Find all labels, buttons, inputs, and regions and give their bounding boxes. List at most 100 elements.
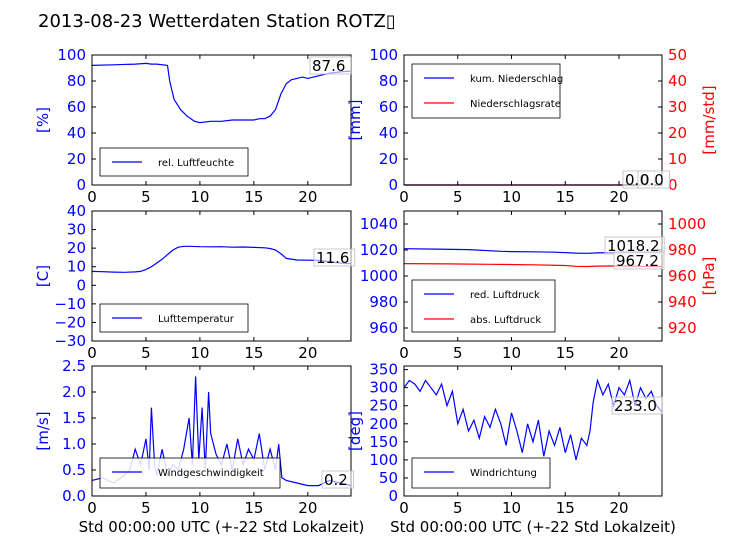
- x-tick-label: 10: [190, 188, 209, 206]
- x-tick-label: 5: [141, 499, 151, 517]
- plot-frame: [403, 365, 663, 497]
- x-tick-label: 0: [399, 499, 409, 517]
- x-tick-label: 10: [502, 344, 521, 362]
- y-axis-label: [mm]: [346, 100, 364, 141]
- value-annotation-text: 1018.2: [607, 237, 660, 255]
- value-annotation-box: [637, 170, 671, 189]
- value-annotation-text: 0.2: [324, 471, 348, 489]
- y-tick-label: 1.5: [62, 409, 86, 427]
- x-axis-label: Std 00:00:00 UTC (+-22 Std Lokalzeit): [390, 518, 676, 536]
- value-annotation-box: [321, 470, 355, 489]
- y-tick-label: 80: [67, 72, 86, 90]
- y-tick-label: 300: [369, 379, 398, 397]
- y-tick-label: 0.0: [62, 487, 86, 505]
- x-tick-label: 10: [502, 188, 521, 206]
- series-line-1: [403, 378, 663, 461]
- y-tick-label: 1040: [360, 215, 398, 233]
- legend-label: Windrichtung: [470, 468, 537, 479]
- legend-frame: [411, 63, 561, 119]
- y2-axis-label: [mm/std]: [700, 85, 718, 154]
- y-tick-label: 200: [369, 415, 398, 433]
- value-annotation-text: 233.0: [614, 397, 657, 415]
- y-tick-label: 20: [67, 150, 86, 168]
- x-tick-label: 0: [87, 344, 97, 362]
- legend-label: Lufttemperatur: [158, 314, 235, 325]
- legend-frame: [411, 279, 556, 333]
- legend: Lufttemperatur: [99, 303, 249, 333]
- legend: rel. Luftfeuchte: [99, 147, 249, 177]
- x-axis-label: Std 00:00:00 UTC (+-22 Std Lokalzeit): [79, 518, 365, 536]
- y-tick-label: 2.5: [62, 357, 86, 375]
- value-annotation-box: [611, 396, 663, 415]
- legend: Windgeschwindigkeit: [99, 457, 281, 489]
- y-tick-label: −30: [54, 332, 86, 350]
- chart-panel-5: 0 5 10 15 20 0.0 0.5 1.0 1.5 2.0 2.5 [m/s] Std 00:00…: [34, 357, 364, 536]
- x-tick-label: 0: [399, 344, 409, 362]
- y2-tick-label: 40: [668, 72, 687, 90]
- y-tick-label: 0.5: [62, 461, 86, 479]
- series-line-1: [91, 245, 352, 273]
- y2-tick-label: 1000: [668, 215, 706, 233]
- y-axis-label: [C]: [34, 265, 52, 287]
- value-annotation: 967.2: [613, 251, 665, 270]
- chart-panel-2: 0 5 10 15 20 0 20 40 60 80 100 0 10 20 30 40 50 [mm] [mm/s…: [346, 46, 718, 206]
- y-tick-label: 2.0: [62, 383, 86, 401]
- legend-label: Niederschlagsrate: [470, 99, 561, 110]
- y2-tick-label: 960: [668, 267, 697, 285]
- y-tick-label: 60: [379, 98, 398, 116]
- y-tick-label: 960: [369, 319, 398, 337]
- y-tick-label: 350: [369, 361, 398, 379]
- value-annotation: 0.2: [321, 470, 355, 489]
- legend-frame: [99, 457, 281, 489]
- y-axis-label: [deg]: [346, 411, 364, 451]
- value-annotation-box: [309, 56, 352, 75]
- y-tick-label: 100: [369, 451, 398, 469]
- x-tick-label: 20: [609, 499, 628, 517]
- y-tick-label: 100: [369, 46, 398, 64]
- legend-label: rel. Luftfeuchte: [158, 158, 234, 169]
- y-axis-label: [%]: [34, 107, 52, 133]
- y-tick-label: −10: [54, 295, 86, 313]
- y2-tick-label: 20: [668, 124, 687, 142]
- chart-panel-1: 0 5 10 15 20 0 20 40 60 80 100 [%] rel. Luftfeuchte 8…: [34, 46, 352, 206]
- y-tick-label: −20: [54, 313, 86, 331]
- legend: kum. Niederschlag Niederschlagsrate: [411, 63, 563, 119]
- y2-tick-label: 30: [668, 98, 687, 116]
- y-tick-label: 0: [388, 487, 398, 505]
- x-tick-label: 5: [141, 188, 151, 206]
- x-tick-label: 15: [244, 188, 263, 206]
- y-tick-label: 250: [369, 397, 398, 415]
- value-annotation-text: 967.2: [616, 252, 659, 270]
- x-tick-label: 5: [453, 344, 463, 362]
- y-tick-label: 50: [379, 469, 398, 487]
- y-tick-label: 40: [67, 124, 86, 142]
- y-tick-label: 0: [76, 276, 86, 294]
- x-tick-label: 10: [502, 499, 521, 517]
- y2-tick-label: 920: [668, 319, 697, 337]
- y-tick-label: 150: [369, 433, 398, 451]
- legend-label: kum. Niederschlag: [470, 74, 563, 85]
- y-tick-label: 0: [388, 176, 398, 194]
- y-tick-label: 20: [67, 239, 86, 257]
- series-line-1: [91, 62, 352, 124]
- value-annotation-box: [313, 248, 356, 267]
- y2-tick-label: 50: [668, 46, 687, 64]
- plot-frame: [91, 365, 352, 497]
- x-tick-label: 5: [453, 499, 463, 517]
- y-tick-label: 1000: [360, 267, 398, 285]
- legend-frame: [411, 457, 551, 489]
- x-tick-label: 20: [609, 344, 628, 362]
- x-tick-label: 15: [556, 344, 575, 362]
- y-tick-label: 10: [67, 258, 86, 276]
- legend: Windrichtung: [411, 457, 551, 489]
- legend-label: Windgeschwindigkeit: [158, 468, 264, 479]
- x-tick-label: 5: [141, 344, 151, 362]
- y-tick-label: 60: [67, 98, 86, 116]
- y2-axis-label: [hPa]: [700, 257, 718, 296]
- x-tick-label: 20: [298, 499, 317, 517]
- value-annotation-text: 87.6: [312, 57, 345, 75]
- x-tick-label: 10: [190, 344, 209, 362]
- x-tick-label: 15: [244, 499, 263, 517]
- y-tick-label: 40: [67, 202, 86, 220]
